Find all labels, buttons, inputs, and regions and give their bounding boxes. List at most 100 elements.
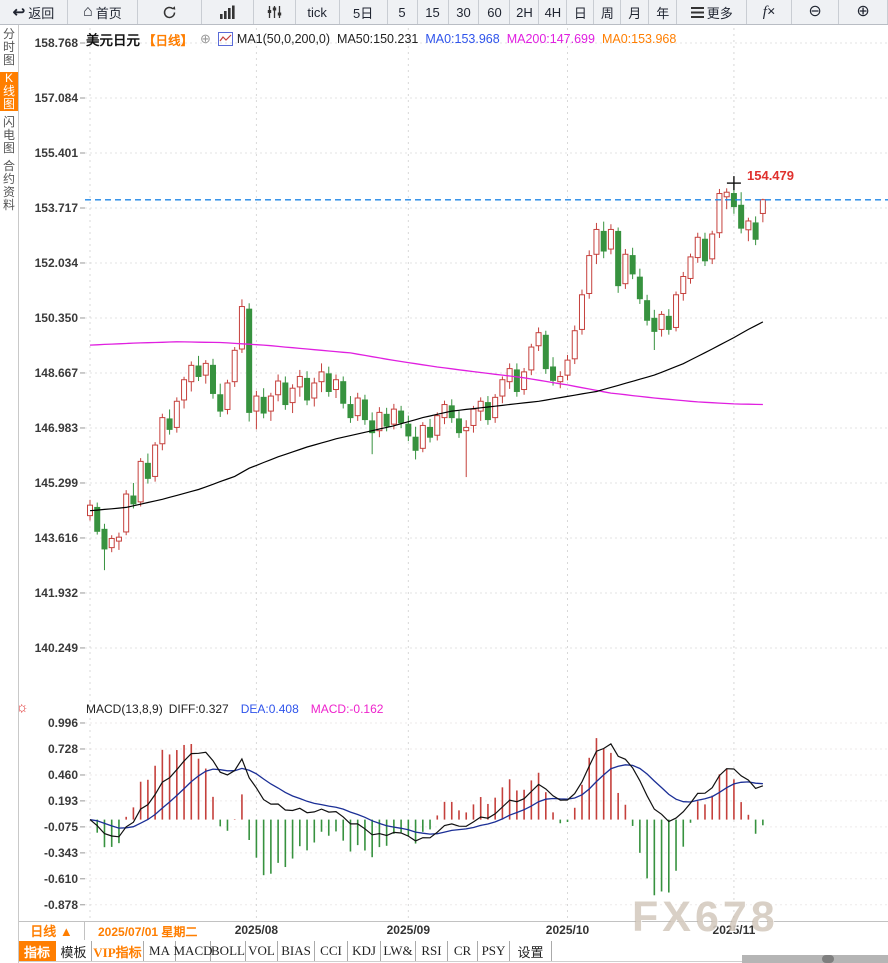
interval-tick-button[interactable]: tick [296, 0, 340, 24]
macd-diff-value: DIFF:0.327 [168, 702, 229, 716]
interval-5-button[interactable]: 5 [388, 0, 418, 24]
scrollbar-thumb[interactable] [822, 955, 834, 963]
candle-8 [144, 462, 151, 479]
candle-40 [376, 411, 383, 432]
zoom-in-button[interactable]: ⊕ [839, 0, 888, 24]
sidebar-item-lightning-chart[interactable]: 闪电图 [2, 115, 15, 155]
price-tick-label: 157.084 [34, 91, 78, 105]
candle-style-button[interactable] [254, 0, 296, 24]
bar-chart-icon [219, 5, 236, 19]
home-button[interactable]: ⌂ 首页 [68, 0, 138, 24]
candle-15 [195, 365, 202, 377]
candle-88 [723, 191, 730, 198]
interval-day-button[interactable]: 日 [567, 0, 595, 24]
candle-80 [665, 315, 672, 330]
tab-cci[interactable]: CCI [315, 941, 348, 961]
tab-macd[interactable]: MACD [174, 941, 213, 961]
candle-5 [123, 493, 130, 533]
candle-38 [361, 399, 368, 421]
top-toolbar: ↩ 返回 ⌂ 首页 tick 5日 5 15 30 60 2H 4H 日周月年更多 f× ⊖ ⊕ [0, 0, 888, 25]
tab-rsi[interactable]: RSI [416, 941, 448, 961]
candle-6 [130, 495, 137, 505]
candle-46 [419, 424, 426, 449]
candle-86 [709, 233, 716, 260]
price-tick-label: 155.401 [34, 145, 78, 160]
tab-lw[interactable]: LW& [381, 941, 416, 961]
tab-vol[interactable]: VOL [246, 941, 278, 961]
tab-templates[interactable]: 模板 [56, 941, 92, 961]
candle-4 [115, 536, 122, 542]
sidebar-item-time-chart[interactable]: 分时图 [2, 27, 15, 67]
tab-bias[interactable]: BIAS [278, 941, 315, 961]
candle-9 [152, 444, 159, 477]
candle-76 [636, 276, 643, 300]
home-icon: ⌂ [83, 3, 93, 20]
horizontal-scrollbar[interactable] [742, 955, 888, 963]
tab-ma[interactable]: MA [144, 941, 176, 961]
macd-bar-value: MACD:-0.162 [310, 702, 384, 716]
tab-boll[interactable]: BOLL [211, 941, 246, 961]
interval-month-button[interactable]: 月 [621, 0, 650, 24]
candle-69 [586, 255, 593, 294]
tab-kdj[interactable]: KDJ [348, 941, 381, 961]
candle-90 [738, 204, 745, 229]
candle-34 [332, 379, 339, 391]
ma0-value-blue: MA0:153.968 [425, 32, 500, 46]
refresh-icon [162, 5, 177, 20]
candle-23 [253, 395, 260, 412]
ma-settings-icon[interactable] [217, 32, 233, 46]
candle-20 [231, 349, 238, 383]
tab-psy[interactable]: PSY [478, 941, 510, 961]
period-tag[interactable]: 【日线】 [143, 33, 194, 48]
candle-70 [593, 228, 600, 255]
bar-chart-button[interactable] [202, 0, 254, 24]
candle-12 [173, 400, 180, 428]
candle-11 [166, 418, 173, 430]
back-button[interactable]: ↩ 返回 [0, 0, 68, 24]
interval-5d-button[interactable]: 5日 [340, 0, 388, 24]
candle-92 [752, 222, 759, 240]
candle-24 [260, 396, 267, 414]
interval-2h-button[interactable]: 2H [510, 0, 540, 24]
candle-26 [275, 380, 282, 396]
candle-68 [578, 294, 585, 330]
macd-tick-label: 0.460 [47, 767, 78, 782]
price-tick-label: 141.932 [34, 585, 78, 600]
zoom-out-button[interactable]: ⊖ [792, 0, 840, 24]
interval-60-button[interactable]: 60 [479, 0, 511, 24]
menu-icon [690, 6, 704, 18]
tab-vip-indicators[interactable]: VIP指标 [92, 941, 144, 961]
macd-tick-label: -0.075 [43, 819, 78, 834]
period-selector[interactable]: 日线 ▲ [19, 921, 85, 940]
add-indicator-icon[interactable]: ⊕ [200, 31, 211, 46]
candle-73 [615, 230, 622, 287]
candle-3 [108, 537, 115, 549]
refresh-button[interactable] [138, 0, 202, 24]
interval-4h-button[interactable]: 4H [539, 0, 568, 24]
candle-82 [680, 275, 687, 294]
sidebar-item-contract-info[interactable]: 合约资料 [2, 159, 15, 212]
more-button[interactable]: 更多 [677, 0, 748, 24]
zoom-out-icon: ⊖ [808, 3, 822, 20]
candle-29 [296, 375, 303, 388]
candle-36 [347, 404, 354, 419]
candle-17 [209, 364, 216, 394]
interval-week-button[interactable]: 周 [594, 0, 622, 24]
candle-91 [745, 220, 752, 231]
interval-year-button[interactable]: 年 [649, 0, 678, 24]
interval-15-button[interactable]: 15 [418, 0, 449, 24]
candle-45 [412, 436, 419, 451]
tab-settings[interactable]: 设置 [510, 941, 552, 961]
back-arrow-icon: ↩ [12, 3, 26, 21]
candle-7 [137, 460, 144, 503]
tab-cr[interactable]: CR [448, 941, 478, 961]
fx-indicator-button[interactable]: f× [747, 0, 793, 24]
interval-30-button[interactable]: 30 [449, 0, 480, 24]
candle-1 [94, 506, 101, 532]
candle-32 [318, 371, 325, 383]
tab-indicators[interactable]: 指标 [19, 941, 56, 961]
candle-31 [311, 382, 318, 399]
candle-2 [101, 528, 108, 550]
